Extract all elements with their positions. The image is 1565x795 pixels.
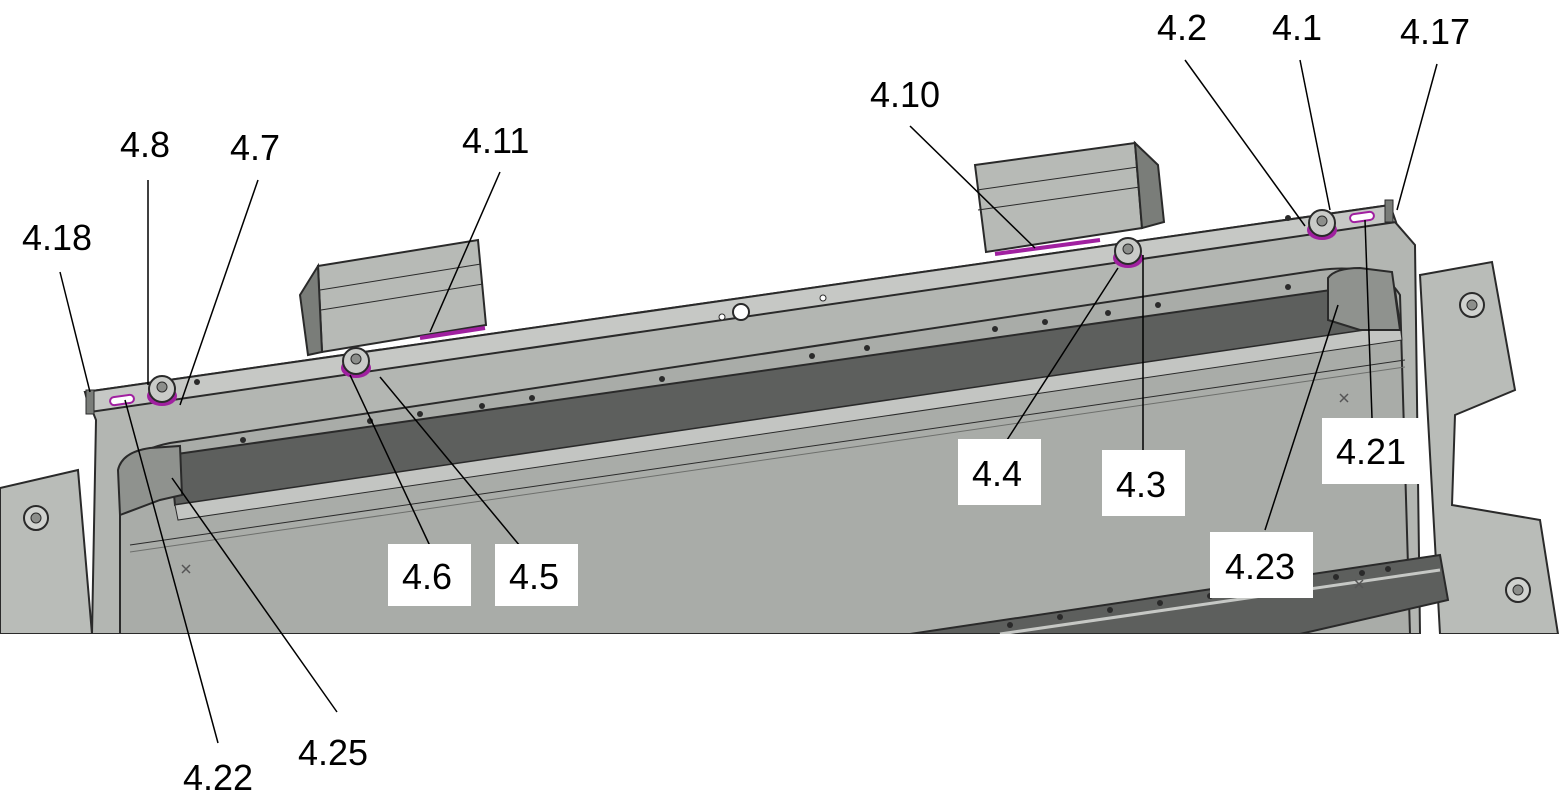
rivets [194, 215, 1391, 628]
label-4-11: 4.11 [462, 120, 529, 161]
frame-assembly [0, 140, 1560, 634]
left-bracket [0, 468, 94, 634]
end-cap-left [85, 389, 95, 415]
label-4-3: 4.3 [1116, 464, 1166, 505]
label-4-25: 4.25 [298, 732, 368, 773]
leader-lines [59, 59, 1438, 744]
label-4-5: 4.5 [509, 556, 559, 597]
label-4-6: 4.6 [402, 556, 452, 597]
end-cap-right [1384, 199, 1394, 223]
label-4-17: 4.17 [1400, 11, 1470, 52]
label-4-4: 4.4 [972, 453, 1022, 494]
label-4-23: 4.23 [1225, 546, 1295, 587]
label-4-2: 4.2 [1157, 7, 1207, 48]
right-bracket [1418, 260, 1560, 634]
cross-marks [181, 393, 1364, 589]
label-4-10: 4.10 [870, 74, 940, 115]
label-boxes [388, 418, 1424, 606]
bolt-4-8 [147, 375, 177, 406]
slot-right [1349, 210, 1375, 224]
bolt-4-6 [341, 347, 371, 378]
right-mounting-block [973, 140, 1166, 256]
label-4-8: 4.8 [120, 124, 170, 165]
label-4-21: 4.21 [1336, 431, 1406, 472]
bolt-4-4 [1113, 237, 1143, 268]
label-4-22: 4.22 [183, 757, 253, 795]
label-4-7: 4.7 [230, 127, 280, 168]
bolt-4-2 [1307, 209, 1337, 240]
left-corner-clip [116, 444, 184, 517]
left-mounting-block [298, 238, 488, 357]
label-4-18: 4.18 [22, 217, 92, 258]
slot-left [109, 393, 135, 407]
center-hole [732, 303, 750, 321]
label-4-1: 4.1 [1272, 7, 1322, 48]
right-corner-clip [1327, 266, 1402, 331]
